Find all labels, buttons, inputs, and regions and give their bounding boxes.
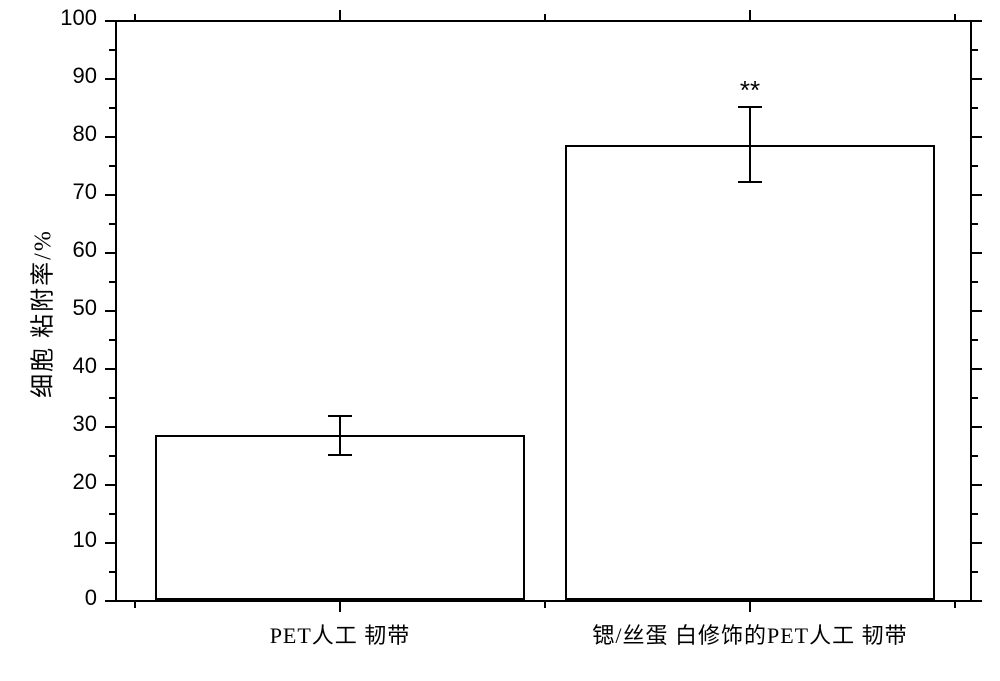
y-tick-minor: [109, 223, 115, 225]
y-tick-label: 50: [0, 295, 97, 321]
y-tick-minor-right: [972, 397, 978, 399]
bar: [155, 435, 525, 600]
bar: [565, 145, 935, 600]
y-tick-major-right: [972, 310, 982, 312]
error-cap-top: [328, 415, 352, 417]
y-tick-label: 100: [0, 5, 97, 31]
x-tick-minor: [134, 602, 136, 608]
error-bar: [749, 107, 751, 182]
y-tick-major-right: [972, 252, 982, 254]
y-tick-minor: [109, 281, 115, 283]
y-tick-label: 70: [0, 179, 97, 205]
y-tick-minor-right: [972, 165, 978, 167]
y-tick-major: [105, 252, 115, 254]
y-tick-minor: [109, 455, 115, 457]
y-tick-minor: [109, 513, 115, 515]
error-bar: [339, 416, 341, 455]
x-tick-minor: [544, 602, 546, 608]
y-tick-major-right: [972, 426, 982, 428]
y-tick-label: 0: [0, 585, 97, 611]
y-tick-minor-right: [972, 339, 978, 341]
y-tick-major-right: [972, 78, 982, 80]
y-tick-minor: [109, 339, 115, 341]
y-tick-major-right: [972, 542, 982, 544]
y-tick-major-right: [972, 136, 982, 138]
x-tick-major-top: [339, 10, 341, 20]
x-tick-minor: [954, 602, 956, 608]
y-tick-label: 60: [0, 237, 97, 263]
y-tick-major-right: [972, 484, 982, 486]
y-tick-label: 20: [0, 469, 97, 495]
y-tick-major: [105, 600, 115, 602]
y-tick-major-right: [972, 368, 982, 370]
x-axis-top: [115, 20, 972, 22]
y-tick-minor-right: [972, 223, 978, 225]
y-tick-minor: [109, 107, 115, 109]
y-tick-major-right: [972, 20, 982, 22]
x-tick-minor-top: [134, 14, 136, 20]
x-tick-minor-top: [544, 14, 546, 20]
figure: 细胞 粘附率/% 0102030405060708090100PET人工 韧带锶…: [0, 0, 1000, 681]
error-cap-bot: [328, 454, 352, 456]
y-tick-major: [105, 484, 115, 486]
y-tick-minor-right: [972, 49, 978, 51]
y-tick-minor-right: [972, 455, 978, 457]
x-tick-minor-top: [954, 14, 956, 20]
y-tick-minor: [109, 397, 115, 399]
y-tick-major-right: [972, 600, 982, 602]
y-tick-label: 40: [0, 353, 97, 379]
y-tick-label: 90: [0, 63, 97, 89]
error-cap-bot: [738, 181, 762, 183]
x-category-label: PET人工 韧带: [155, 618, 525, 650]
y-tick-minor-right: [972, 107, 978, 109]
y-tick-label: 30: [0, 411, 97, 437]
y-tick-minor-right: [972, 571, 978, 573]
x-tick-major-top: [749, 10, 751, 20]
y-tick-major-right: [972, 194, 982, 196]
y-tick-major: [105, 426, 115, 428]
y-tick-minor: [109, 571, 115, 573]
y-tick-label: 10: [0, 527, 97, 553]
error-cap-top: [738, 106, 762, 108]
y-tick-minor: [109, 165, 115, 167]
y-axis-left: [115, 20, 117, 602]
y-tick-major: [105, 368, 115, 370]
y-tick-minor-right: [972, 281, 978, 283]
y-tick-major: [105, 136, 115, 138]
x-tick-major: [339, 602, 341, 612]
significance-marker: **: [710, 75, 790, 106]
y-tick-major: [105, 20, 115, 22]
y-tick-major: [105, 542, 115, 544]
x-category-label: 锶/丝蛋 白修饰的PET人工 韧带: [565, 618, 935, 650]
y-tick-major: [105, 78, 115, 80]
x-tick-major: [749, 602, 751, 612]
y-tick-minor-right: [972, 513, 978, 515]
y-tick-major: [105, 194, 115, 196]
y-tick-major: [105, 310, 115, 312]
y-tick-minor: [109, 49, 115, 51]
y-tick-label: 80: [0, 121, 97, 147]
